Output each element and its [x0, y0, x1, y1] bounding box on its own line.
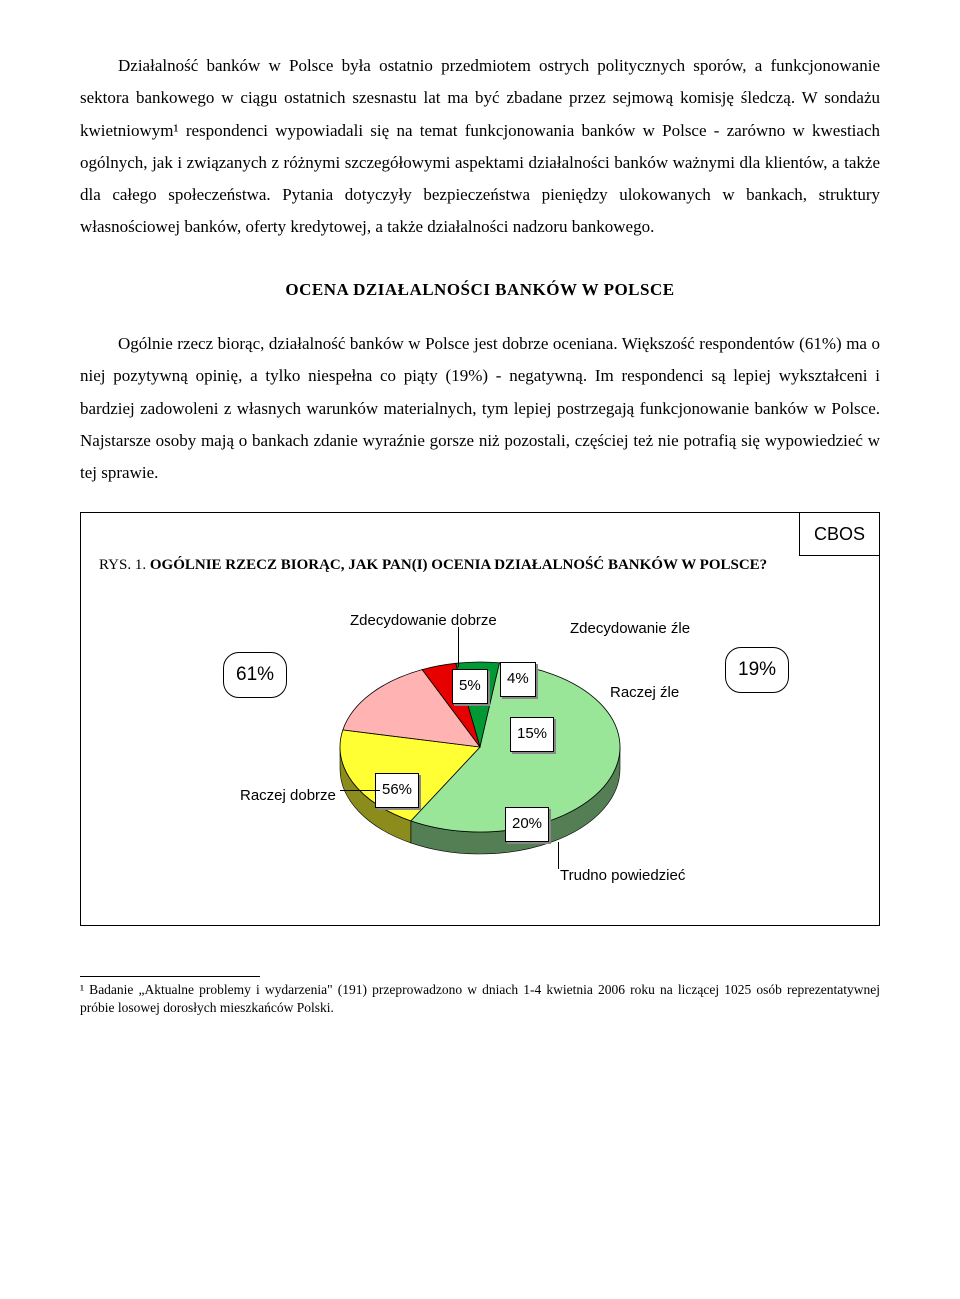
- pct-15: 15%: [510, 717, 554, 752]
- figure-box: CBOS RYS. 1. OGÓLNIE RZECZ BIORĄC, JAK P…: [80, 512, 880, 927]
- section-heading: OCENA DZIAŁALNOŚCI BANKÓW W POLSCE: [80, 274, 880, 306]
- figure-title: OGÓLNIE RZECZ BIORĄC, JAK PAN(I) OCENIA …: [150, 557, 767, 573]
- label-trudno-powiedziec: Trudno powiedzieć: [560, 862, 685, 891]
- positive-group-pct: 61%: [223, 652, 287, 698]
- leader-line: [558, 842, 559, 869]
- paragraph-1: Działalność banków w Polsce była ostatni…: [80, 50, 880, 244]
- pct-20: 20%: [505, 807, 549, 842]
- label-raczej-dobrze: Raczej dobrze: [240, 782, 336, 811]
- label-raczej-zle: Raczej źle: [610, 679, 679, 708]
- figure-number: RYS. 1.: [99, 557, 146, 573]
- figure-caption: RYS. 1. OGÓLNIE RZECZ BIORĄC, JAK PAN(I)…: [99, 551, 861, 580]
- pct-56: 56%: [375, 773, 419, 808]
- pct-5: 5%: [452, 669, 488, 704]
- pie-chart: 61% 19% 5% 4% 15% 56% 20% Zdecydowanie d…: [180, 587, 780, 907]
- paragraph-2: Ogólnie rzecz biorąc, działalność banków…: [80, 328, 880, 489]
- leader-line: [458, 627, 459, 667]
- footnote-rule: [80, 976, 260, 977]
- footnote: ¹ Badanie „Aktualne problemy i wydarzeni…: [80, 981, 880, 1017]
- leader-line: [340, 790, 380, 791]
- pct-4: 4%: [500, 662, 536, 697]
- label-zdecydowanie-dobrze: Zdecydowanie dobrze: [350, 607, 497, 636]
- label-zdecydowanie-zle: Zdecydowanie źle: [570, 615, 690, 644]
- cbos-badge: CBOS: [799, 512, 880, 556]
- negative-group-pct: 19%: [725, 647, 789, 693]
